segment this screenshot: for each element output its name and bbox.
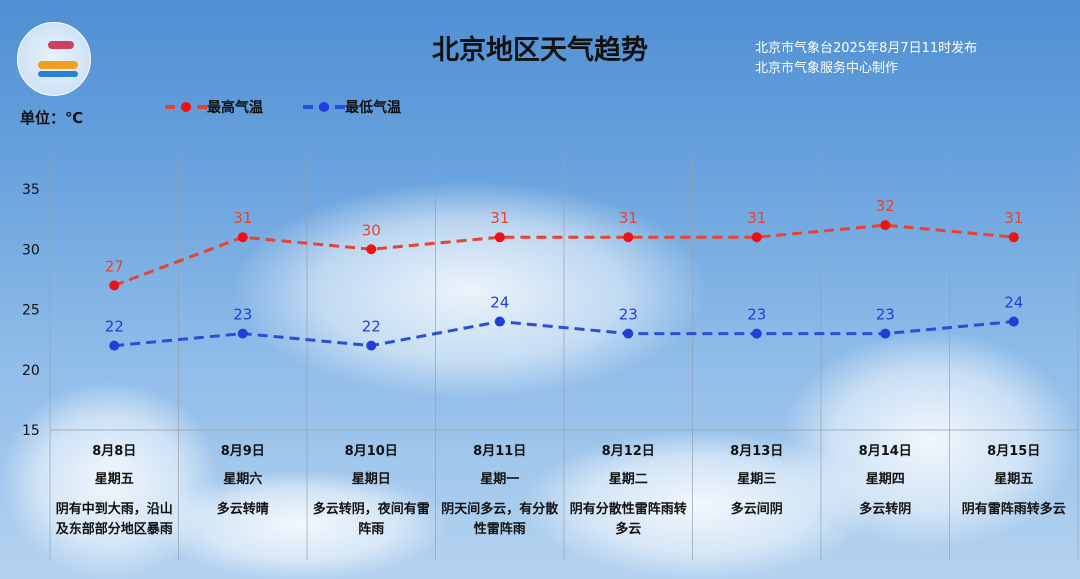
issuer-info: 北京市气象台2025年8月7日11时发布 北京市气象服务中心制作 <box>755 39 1070 79</box>
page-title: 北京地区天气趋势 <box>432 35 648 66</box>
low-temp-label: 24 <box>490 294 509 312</box>
high-temp-label: 30 <box>362 221 381 239</box>
unit-label: 单位：℃ <box>20 109 84 127</box>
weekday-label: 星期五 <box>95 472 134 487</box>
y-tick-label: 35 <box>22 182 40 198</box>
y-tick-label: 25 <box>22 303 40 319</box>
weather-description: 多云转晴 <box>217 501 269 517</box>
legend-high-marker <box>165 102 207 112</box>
weather-description: 及东部部分地区暴雨 <box>56 521 173 537</box>
high-temp-point <box>109 280 120 291</box>
cloud <box>230 180 710 400</box>
weekday-label: 星期一 <box>480 472 519 487</box>
weekday-label: 星期二 <box>609 472 648 487</box>
cloud <box>150 470 450 579</box>
low-temp-label: 23 <box>876 306 895 324</box>
low-temp-label: 23 <box>619 306 638 324</box>
legend-high: 最高气温 <box>165 97 263 117</box>
weather-description: 阴有分散性雷阵雨转 <box>570 501 687 517</box>
date-label: 8月10日 <box>345 444 398 459</box>
high-temp-point <box>623 232 634 243</box>
low-temp-label: 24 <box>1004 294 1023 312</box>
low-temp-point <box>494 316 505 327</box>
high-temp-line <box>113 223 1014 287</box>
high-temp-point <box>751 232 762 243</box>
low-temp-point <box>237 328 248 339</box>
low-temp-point <box>1008 316 1019 327</box>
low-temp-point <box>366 340 377 351</box>
weather-description: 多云转阴 <box>859 501 911 517</box>
date-label: 8月12日 <box>602 444 655 459</box>
issuer-line: 北京市气象台2025年8月7日11时发布 <box>755 41 978 56</box>
date-label: 8月14日 <box>859 444 912 459</box>
high-temp-point <box>237 232 248 243</box>
weather-description: 阵雨 <box>358 521 384 537</box>
low-temp-point <box>880 328 891 339</box>
high-temp-label: 32 <box>876 197 895 215</box>
weekday-label: 星期日 <box>352 472 391 487</box>
high-temp-label: 31 <box>490 209 509 227</box>
high-temp-point <box>880 220 891 231</box>
weather-description: 多云间阴 <box>731 501 783 517</box>
legend-low: 最低气温 <box>303 97 401 117</box>
high-temp-label: 31 <box>233 209 252 227</box>
cloud <box>520 430 880 579</box>
high-temp-label: 31 <box>1004 209 1023 227</box>
weather-description: 阴有雷阵雨转多云 <box>962 501 1066 517</box>
legend-high-label: 最高气温 <box>207 100 263 116</box>
low-temp-label: 23 <box>233 306 252 324</box>
y-tick-label: 15 <box>22 423 40 439</box>
weekday-label: 星期六 <box>223 471 262 487</box>
weekday-label: 星期五 <box>994 472 1033 487</box>
y-tick-label: 30 <box>22 242 40 258</box>
low-temp-point <box>623 328 634 339</box>
high-temp-label: 27 <box>105 257 124 275</box>
date-label: 8月9日 <box>221 444 265 459</box>
low-temp-label: 22 <box>362 318 381 336</box>
weather-description: 性雷阵雨 <box>474 521 526 537</box>
date-label: 8月8日 <box>92 444 136 459</box>
weather-description: 阴天间多云，有分散 <box>441 501 559 517</box>
date-label: 8月13日 <box>730 444 783 459</box>
high-temp-label: 31 <box>747 209 766 227</box>
weather-description: 阴有中到大雨，沿山 <box>56 501 173 517</box>
low-temp-line <box>114 320 1014 348</box>
logo <box>17 22 91 96</box>
low-temp-point <box>751 328 762 339</box>
legend-low-marker <box>303 102 345 112</box>
y-tick-label: 20 <box>22 363 40 379</box>
date-label: 8月15日 <box>987 444 1040 459</box>
weather-description: 多云 <box>615 521 641 537</box>
weather-description: 多云转阴，夜间有雷 <box>313 501 430 517</box>
low-temp-point <box>109 340 120 351</box>
high-temp-label: 31 <box>619 209 638 227</box>
high-temp-point <box>366 244 377 255</box>
low-temp-label: 22 <box>105 318 124 336</box>
date-label: 8月11日 <box>473 444 526 459</box>
legend-low-label: 最低气温 <box>345 100 401 116</box>
weekday-label: 星期四 <box>866 472 905 487</box>
high-temp-point <box>494 232 505 243</box>
weekday-label: 星期三 <box>737 472 776 487</box>
issuer-line: 北京市气象服务中心制作 <box>755 61 899 76</box>
high-temp-point <box>1008 232 1019 243</box>
low-temp-label: 23 <box>747 306 766 324</box>
